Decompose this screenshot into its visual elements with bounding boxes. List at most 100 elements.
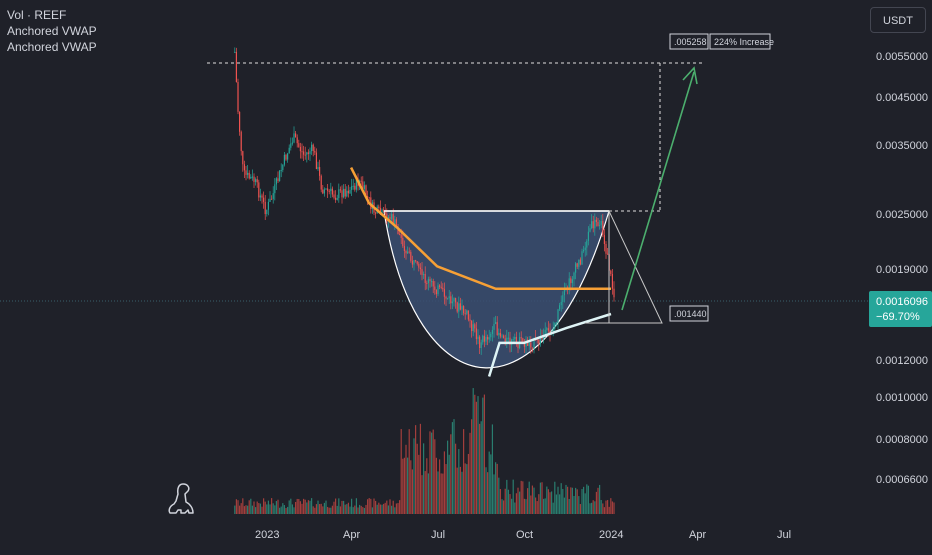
volume-bar xyxy=(610,498,612,514)
candle-body xyxy=(288,147,290,154)
volume-bar xyxy=(330,507,332,514)
volume-bar xyxy=(344,504,346,514)
volume-bar xyxy=(600,500,602,514)
candle-body xyxy=(296,137,298,144)
candle-body xyxy=(317,167,319,169)
candle-body xyxy=(399,234,401,236)
candle-body xyxy=(424,274,426,283)
volume-bar xyxy=(357,507,359,514)
candle-body xyxy=(504,338,506,345)
volume-bar xyxy=(602,503,604,514)
time-tick-label: Apr xyxy=(689,529,706,541)
volume-bar xyxy=(586,484,588,514)
candle-body xyxy=(491,329,494,334)
price-tick-label: 0.0055000 xyxy=(876,51,928,63)
candle-body xyxy=(549,330,551,334)
volume-bar xyxy=(443,451,446,514)
volume-bar xyxy=(515,493,518,514)
volume-bar xyxy=(552,502,554,514)
volume-bar xyxy=(568,498,570,514)
volume-bar xyxy=(419,423,422,514)
candle-body xyxy=(255,179,257,182)
currency-selector[interactable]: USDT xyxy=(870,7,926,33)
price-tick-label: 0.0019000 xyxy=(876,264,928,276)
volume-bar xyxy=(608,506,610,514)
volume-bar xyxy=(563,497,566,514)
volume-bar xyxy=(472,388,474,514)
volume-bar xyxy=(559,494,561,514)
candle-body xyxy=(389,216,391,220)
volume-bar xyxy=(578,496,580,514)
volume-bar xyxy=(362,507,364,514)
candle-body xyxy=(312,144,314,151)
volume-bar xyxy=(245,505,247,514)
candle-body xyxy=(269,198,271,202)
target-price-text: .005258 xyxy=(674,37,707,47)
candle-body xyxy=(367,196,369,198)
volume-bar xyxy=(584,493,586,514)
legend-vwap-2[interactable]: Anchored VWAP xyxy=(7,40,97,54)
volume-bar xyxy=(351,498,353,514)
candle-body xyxy=(354,185,356,190)
volume-bar xyxy=(389,499,391,514)
volume-bar xyxy=(450,434,452,514)
candle-body xyxy=(397,226,399,235)
candle-body xyxy=(603,235,606,245)
chart-legend: Vol · REEF Anchored VWAP Anchored VWAP xyxy=(7,7,97,55)
candle-body xyxy=(503,335,505,339)
candle-body xyxy=(520,337,522,339)
volume-bar xyxy=(255,507,257,514)
legend-vwap-1[interactable]: Anchored VWAP xyxy=(7,24,97,38)
breakout-arrow-head xyxy=(682,66,698,85)
candle-body xyxy=(559,305,561,310)
candle-body xyxy=(419,267,422,270)
volume-bar xyxy=(575,487,577,514)
support-price-label: .001440 xyxy=(669,305,709,322)
volume-bar xyxy=(261,506,263,514)
candle-body xyxy=(490,333,492,338)
volume-bar xyxy=(314,507,316,514)
volume-bar xyxy=(496,463,498,514)
volume-bar xyxy=(237,500,239,514)
candle-body xyxy=(352,185,354,187)
volume-bar xyxy=(461,471,463,514)
candle-body xyxy=(339,189,342,191)
legend-volume[interactable]: Vol · REEF xyxy=(7,8,67,22)
volume-bar xyxy=(603,507,606,514)
candle-body xyxy=(275,178,278,185)
volume-bar xyxy=(264,501,266,514)
volume-bar xyxy=(554,481,556,514)
candle-body xyxy=(426,282,428,284)
candle-body xyxy=(335,197,337,200)
candle-body xyxy=(599,224,601,226)
volume-bar xyxy=(370,498,372,514)
volume-bar xyxy=(311,498,313,514)
candle-body xyxy=(451,301,454,304)
candle-body xyxy=(251,176,254,178)
volume-bar xyxy=(549,492,551,514)
candle-body xyxy=(338,189,340,199)
candle-body xyxy=(263,197,265,202)
volume-bar xyxy=(421,475,423,514)
candle-body xyxy=(336,198,338,200)
volume-bar xyxy=(451,422,454,514)
candle-body xyxy=(595,219,598,222)
volume-bar xyxy=(312,506,314,514)
volume-bar xyxy=(543,498,545,514)
volume-bar xyxy=(437,471,439,514)
candle-body xyxy=(322,189,324,194)
candle-body xyxy=(360,180,362,182)
candle-body xyxy=(375,212,377,214)
candle-body xyxy=(469,319,471,321)
candle-body xyxy=(546,328,548,330)
volume-bar xyxy=(538,494,540,514)
volume-bar xyxy=(507,489,510,514)
candle-body xyxy=(235,51,238,83)
candle-body xyxy=(507,337,510,339)
volume-bar xyxy=(277,499,279,514)
candle-body xyxy=(239,111,241,132)
candle-body xyxy=(421,269,423,275)
candle-body xyxy=(554,322,556,329)
volume-bar xyxy=(519,491,521,514)
